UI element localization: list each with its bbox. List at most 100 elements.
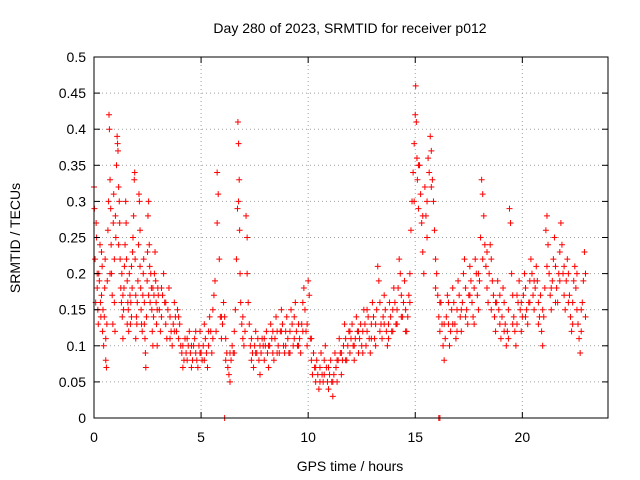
data-point	[179, 364, 186, 371]
data-point	[370, 313, 377, 320]
data-point	[205, 328, 212, 335]
data-point	[239, 335, 246, 342]
data-point	[394, 306, 401, 313]
data-point	[362, 342, 369, 349]
data-point	[236, 176, 243, 183]
data-point	[96, 241, 103, 248]
data-point	[164, 306, 171, 313]
data-point	[368, 335, 375, 342]
data-point	[387, 313, 394, 320]
data-point	[562, 306, 569, 313]
data-point	[269, 328, 276, 335]
data-point	[299, 299, 306, 306]
data-point	[144, 277, 151, 284]
x-tick-labels: 0 5 10 15 20	[90, 429, 530, 445]
data-point	[344, 342, 351, 349]
data-point	[300, 285, 307, 292]
data-point	[201, 321, 208, 328]
data-point	[373, 306, 380, 313]
data-point	[145, 292, 152, 299]
data-point	[234, 118, 241, 125]
data-point	[135, 241, 142, 248]
data-point	[400, 299, 407, 306]
data-point	[543, 263, 550, 270]
data-point	[397, 270, 404, 277]
data-point	[411, 198, 418, 205]
data-point	[292, 299, 299, 306]
data-point	[126, 292, 133, 299]
data-point	[139, 328, 146, 335]
data-point	[402, 306, 409, 313]
data-point	[565, 299, 572, 306]
data-point	[415, 205, 422, 212]
data-point	[355, 328, 362, 335]
data-point	[111, 299, 118, 306]
data-point	[411, 140, 418, 147]
data-point	[552, 299, 559, 306]
data-point	[444, 292, 451, 299]
data-point	[301, 306, 308, 313]
data-point	[214, 220, 221, 227]
data-point	[462, 285, 469, 292]
data-point	[535, 299, 542, 306]
data-point	[569, 321, 576, 328]
data-point	[288, 306, 295, 313]
data-point	[567, 313, 574, 320]
data-point	[256, 342, 263, 349]
data-point	[184, 335, 191, 342]
data-point	[496, 321, 503, 328]
data-point	[193, 357, 200, 364]
data-point	[566, 292, 573, 299]
data-point	[293, 328, 300, 335]
y-tick-label: 0.3	[67, 193, 87, 209]
x-tick-label: 5	[197, 429, 205, 445]
data-point	[171, 299, 178, 306]
data-point	[147, 299, 154, 306]
data-point	[580, 277, 587, 284]
data-point	[263, 328, 270, 335]
data-point	[578, 306, 585, 313]
data-point	[508, 270, 515, 277]
data-point	[110, 191, 117, 198]
data-point	[114, 147, 121, 154]
data-point	[336, 335, 343, 342]
data-point	[283, 313, 290, 320]
data-point	[475, 270, 482, 277]
data-point	[483, 285, 490, 292]
x-tick-label: 20	[515, 429, 531, 445]
data-point	[212, 277, 219, 284]
data-point	[278, 306, 285, 313]
data-point	[129, 248, 136, 255]
data-point	[299, 328, 306, 335]
data-point	[513, 292, 520, 299]
data-point	[443, 313, 450, 320]
data-point	[459, 299, 466, 306]
data-point	[251, 342, 258, 349]
data-point	[231, 350, 238, 357]
data-point	[539, 342, 546, 349]
data-point	[531, 277, 538, 284]
data-point	[208, 350, 215, 357]
data-point	[140, 256, 147, 263]
data-point	[162, 299, 169, 306]
data-point	[92, 256, 99, 263]
data-point	[291, 335, 298, 342]
data-point	[191, 335, 198, 342]
y-tick-label: 0.05	[59, 374, 86, 390]
data-point	[175, 335, 182, 342]
x-tick-label: 0	[90, 429, 98, 445]
data-point	[131, 169, 138, 176]
data-point	[286, 350, 293, 357]
data-point	[325, 386, 332, 393]
data-point	[432, 256, 439, 263]
data-point	[220, 299, 227, 306]
data-point	[353, 313, 360, 320]
data-point	[490, 292, 497, 299]
data-point	[356, 335, 363, 342]
data-point	[330, 371, 337, 378]
data-point	[278, 328, 285, 335]
data-point	[102, 335, 109, 342]
data-point	[537, 292, 544, 299]
data-point	[447, 328, 454, 335]
data-point	[109, 292, 116, 299]
